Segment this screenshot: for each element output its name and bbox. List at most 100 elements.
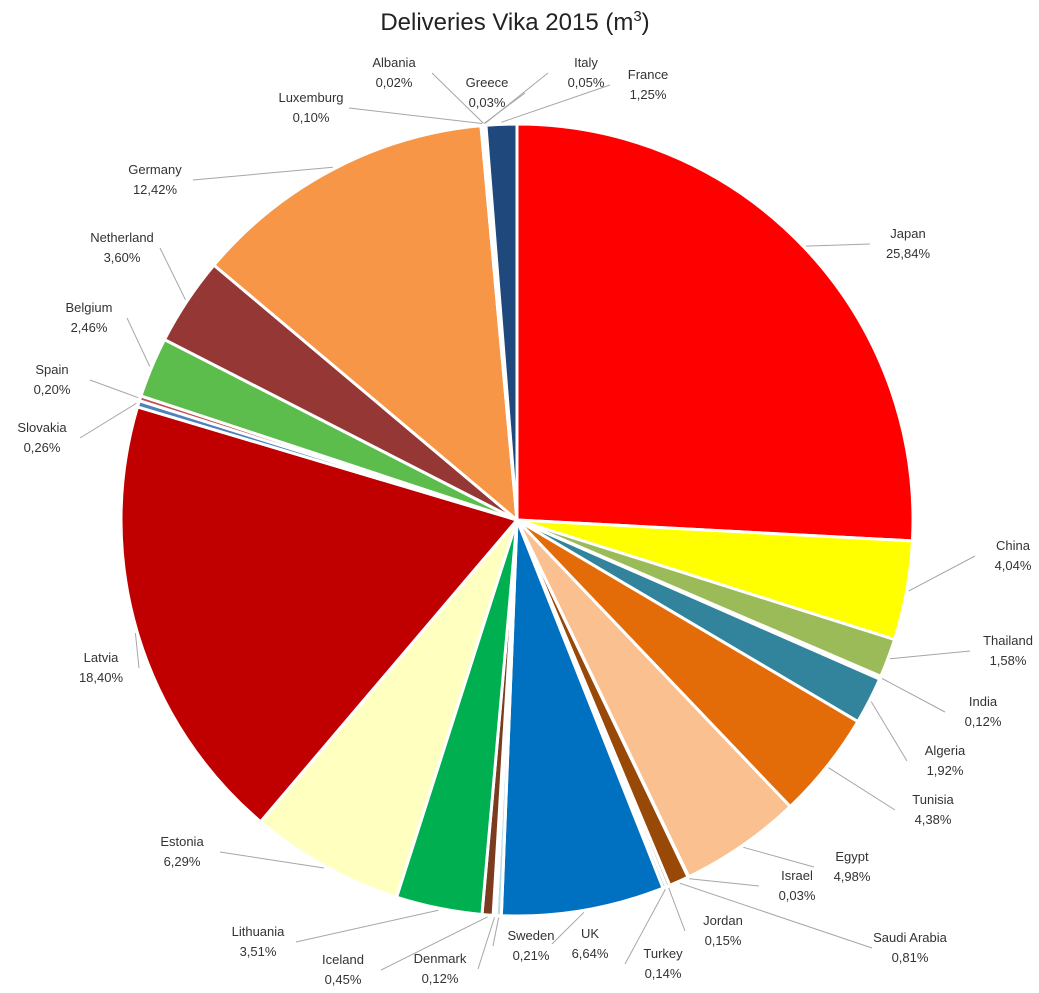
slice-name-egypt: Egypt [835, 849, 869, 864]
slice-label-sweden: Sweden 0,21% [508, 928, 555, 963]
slice-name-india: India [969, 694, 998, 709]
chart-title-suffix: ) [642, 9, 650, 36]
leader-line-estonia [219, 851, 324, 869]
slice-value-uk: 6,64% [572, 946, 609, 961]
pie-slice-estonia [258, 519, 519, 900]
slice-value-denmark: 0,12% [422, 971, 459, 986]
slice-value-algeria: 1,92% [927, 763, 964, 778]
slice-name-thailand: Thailand [983, 633, 1033, 648]
pie-slice-germany [211, 124, 519, 524]
slice-name-germany: Germany [128, 162, 182, 177]
slice-value-spain: 0,20% [34, 382, 71, 397]
slice-name-belgium: Belgium [66, 300, 113, 315]
slice-label-china: China 4,04% [995, 538, 1032, 573]
slice-name-israel: Israel [781, 868, 813, 883]
slice-label-algeria: Algeria 1,92% [925, 743, 966, 778]
slice-name-china: China [996, 538, 1031, 553]
chart-title-superscript: 3 [633, 8, 641, 25]
leader-line-tunisia [828, 767, 896, 811]
leader-line-spain [89, 379, 139, 399]
leader-line-latvia [134, 633, 140, 669]
slice-name-spain: Spain [35, 362, 68, 377]
slice-value-turkey: 0,14% [645, 966, 682, 981]
slice-name-estonia: Estonia [160, 834, 204, 849]
slice-value-italy: 0,05% [568, 75, 605, 90]
slice-labels: Japan 25,84% China 4,04% Thailand 1,58% India 0… [17, 55, 1033, 987]
slice-value-slovakia: 0,26% [24, 440, 61, 455]
slice-label-lithuania: Lithuania 3,51% [232, 924, 286, 959]
leader-line-saudi-arabia [679, 882, 873, 949]
label-leader-lines [79, 72, 976, 971]
slice-label-saudi-arabia: Saudi Arabia 0,81% [873, 930, 947, 965]
leader-line-algeria [870, 701, 908, 762]
leader-line-luxemburg [348, 107, 483, 124]
slice-name-albania: Albania [372, 55, 416, 70]
slice-name-algeria: Algeria [925, 743, 966, 758]
slice-label-israel: Israel 0,03% [779, 868, 816, 903]
slice-value-sweden: 0,21% [513, 948, 550, 963]
slice-label-thailand: Thailand 1,58% [983, 633, 1033, 668]
leader-line-china [908, 555, 976, 592]
slice-name-japan: Japan [890, 226, 925, 241]
slice-label-uk: UK 6,64% [572, 926, 609, 961]
leader-line-belgium [126, 317, 151, 367]
leader-line-turkey [624, 889, 666, 965]
slice-value-belgium: 2,46% [71, 320, 108, 335]
leader-line-israel [689, 878, 760, 887]
leader-line-denmark [477, 917, 495, 970]
slice-label-jordan: Jordan 0,15% [703, 913, 743, 948]
slice-label-italy: Italy 0,05% [568, 55, 605, 90]
slice-value-india: 0,12% [965, 714, 1002, 729]
slice-name-italy: Italy [574, 55, 598, 70]
slice-name-tunisia: Tunisia [912, 792, 954, 807]
slice-label-spain: Spain 0,20% [34, 362, 71, 397]
slice-value-egypt: 4,98% [834, 869, 871, 884]
slice-value-netherland: 3,60% [104, 250, 141, 265]
leader-line-uk [551, 911, 585, 945]
slice-value-lithuania: 3,51% [240, 944, 277, 959]
slice-label-germany: Germany 12,42% [128, 162, 182, 197]
slice-label-netherland: Netherland 3,60% [90, 230, 154, 265]
slice-name-lithuania: Lithuania [232, 924, 286, 939]
slice-name-saudi-arabia: Saudi Arabia [873, 930, 947, 945]
leader-line-albania [431, 72, 484, 124]
slice-name-denmark: Denmark [414, 951, 467, 966]
leader-line-netherland [159, 247, 186, 301]
leader-line-jordan [668, 887, 686, 932]
slice-label-india: India 0,12% [965, 694, 1002, 729]
pie-slice-uk [499, 519, 665, 918]
slice-label-france: France 1,25% [628, 67, 668, 102]
slice-label-tunisia: Tunisia 4,38% [912, 792, 954, 827]
slice-name-jordan: Jordan [703, 913, 743, 928]
slice-value-albania: 0,02% [376, 75, 413, 90]
slice-value-thailand: 1,58% [990, 653, 1027, 668]
slice-value-israel: 0,03% [779, 888, 816, 903]
slice-label-estonia: Estonia 6,29% [160, 834, 204, 869]
slice-name-uk: UK [581, 926, 599, 941]
slice-value-luxemburg: 0,10% [293, 110, 330, 125]
slice-value-latvia: 18,40% [79, 670, 124, 685]
leader-line-egypt [743, 846, 815, 868]
slice-name-slovakia: Slovakia [17, 420, 67, 435]
slice-value-germany: 12,42% [133, 182, 178, 197]
slice-label-japan: Japan 25,84% [886, 226, 931, 261]
pie-slice-france [484, 122, 519, 521]
slice-value-greece: 0,03% [469, 95, 506, 110]
slice-label-iceland: Iceland 0,45% [322, 952, 364, 987]
slice-label-latvia: Latvia 18,40% [79, 650, 124, 685]
slice-name-france: France [628, 67, 668, 82]
leader-line-india [881, 678, 946, 713]
leader-line-japan [805, 243, 871, 247]
slice-value-estonia: 6,29% [164, 854, 201, 869]
slice-value-tunisia: 4,38% [915, 812, 952, 827]
slice-name-luxemburg: Luxemburg [278, 90, 343, 105]
slice-value-jordan: 0,15% [705, 933, 742, 948]
slice-name-latvia: Latvia [84, 650, 119, 665]
slice-label-slovakia: Slovakia 0,26% [17, 420, 67, 455]
slice-name-sweden: Sweden [508, 928, 555, 943]
chart-title-main: Deliveries Vika 2015 (m [380, 9, 633, 36]
slice-label-luxemburg: Luxemburg 0,10% [278, 90, 343, 125]
slice-name-greece: Greece [466, 75, 509, 90]
leader-line-lithuania [295, 909, 439, 943]
slice-value-iceland: 0,45% [325, 972, 362, 987]
